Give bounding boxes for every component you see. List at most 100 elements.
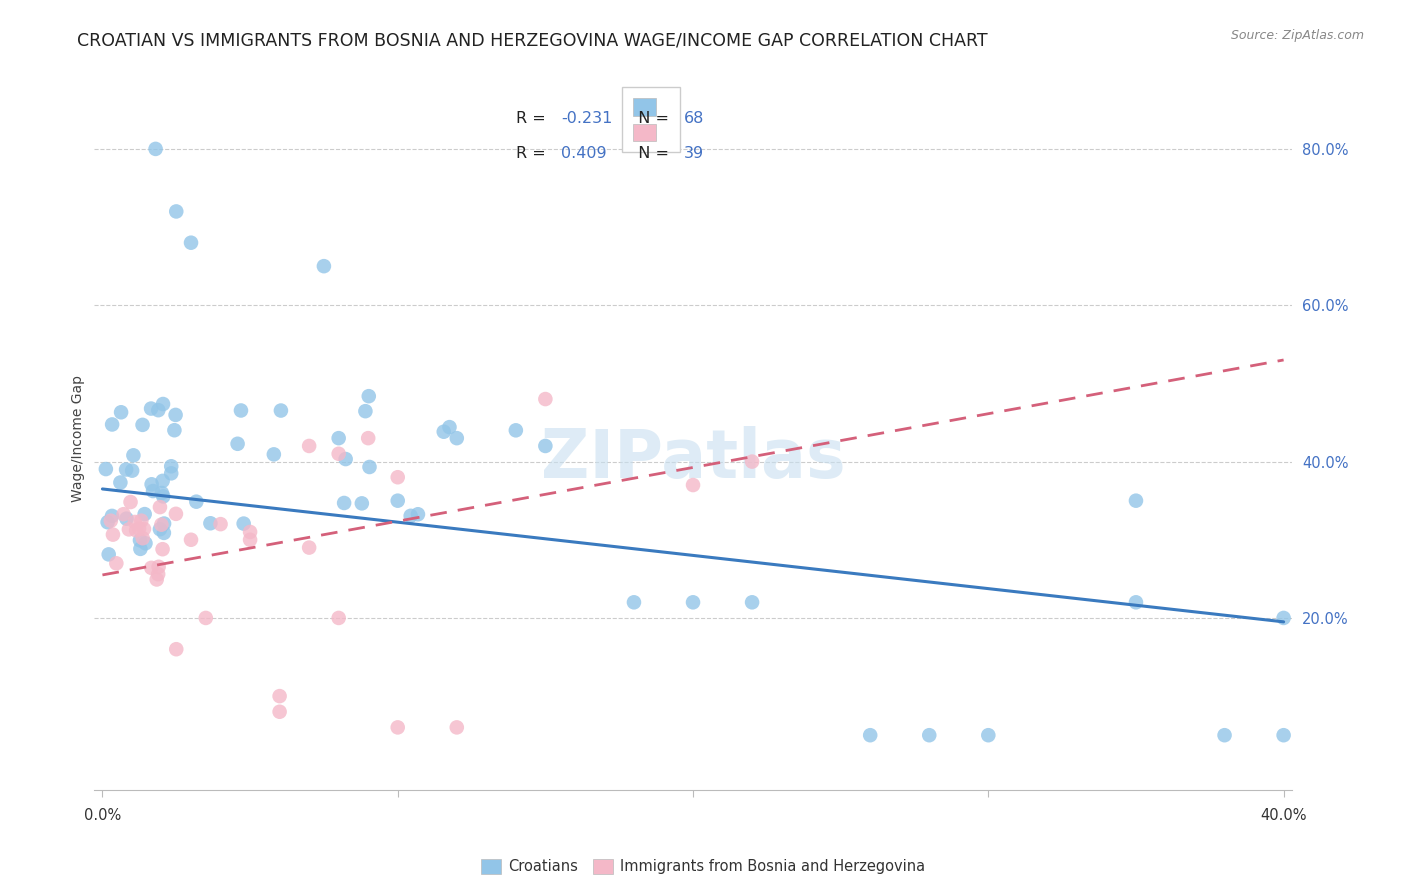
Point <box>433 425 456 439</box>
Point <box>165 204 187 219</box>
Point <box>328 611 350 625</box>
Legend: , : , <box>623 87 681 153</box>
Point <box>194 611 217 625</box>
Text: CROATIAN VS IMMIGRANTS FROM BOSNIA AND HERZEGOVINA WAGE/INCOME GAP CORRELATION C: CROATIAN VS IMMIGRANTS FROM BOSNIA AND H… <box>77 31 988 49</box>
Text: R =: R = <box>516 145 551 161</box>
Point <box>446 431 468 445</box>
Text: R =: R = <box>516 111 551 126</box>
Point <box>163 423 186 437</box>
Point <box>139 401 162 416</box>
Point <box>115 462 138 476</box>
Point <box>359 460 381 475</box>
Point <box>134 536 156 550</box>
Point <box>115 511 138 525</box>
Point <box>918 728 941 742</box>
Text: -0.231: -0.231 <box>561 111 613 126</box>
Point <box>298 439 321 453</box>
Point <box>101 417 124 432</box>
Point <box>406 508 429 522</box>
Point <box>142 483 165 498</box>
Point <box>328 447 350 461</box>
Point <box>128 522 150 536</box>
Point <box>110 475 132 490</box>
Point <box>1213 728 1236 742</box>
Point <box>165 408 187 422</box>
Text: 0.409: 0.409 <box>561 145 607 161</box>
Legend: Croatians, Immigrants from Bosnia and Herzegovina: Croatians, Immigrants from Bosnia and He… <box>475 853 931 880</box>
Text: 68: 68 <box>683 111 704 126</box>
Point <box>859 728 882 742</box>
Point <box>333 496 356 510</box>
Point <box>121 464 143 478</box>
Point <box>94 462 117 476</box>
Point <box>149 500 172 514</box>
Point <box>101 527 124 541</box>
Point <box>122 448 145 462</box>
Point <box>357 431 380 445</box>
Point <box>269 705 291 719</box>
Point <box>505 423 527 437</box>
Point <box>229 403 252 417</box>
Point <box>1272 728 1295 742</box>
Point <box>387 470 409 484</box>
Point <box>132 522 155 536</box>
Point <box>350 496 373 510</box>
Point <box>118 522 141 536</box>
Point <box>534 392 557 406</box>
Text: 40.0%: 40.0% <box>1260 808 1306 823</box>
Point <box>105 557 128 571</box>
Text: N =: N = <box>628 145 675 161</box>
Point <box>357 389 380 403</box>
Point <box>1125 493 1147 508</box>
Point <box>387 493 409 508</box>
Point <box>328 431 350 445</box>
Point <box>446 720 468 734</box>
Point <box>165 507 187 521</box>
Point <box>180 533 202 547</box>
Point <box>209 517 232 532</box>
Point <box>152 397 174 411</box>
Point <box>110 405 132 419</box>
Point <box>149 522 172 536</box>
Point <box>100 514 122 528</box>
Point <box>150 486 173 500</box>
Point <box>1272 611 1295 625</box>
Point <box>741 454 763 468</box>
Point <box>134 507 156 521</box>
Point <box>239 524 262 539</box>
Point <box>131 417 153 432</box>
Text: N =: N = <box>628 111 675 126</box>
Point <box>270 403 292 417</box>
Point <box>141 561 163 575</box>
Point <box>354 404 377 418</box>
Point <box>200 516 222 531</box>
Point <box>263 447 285 461</box>
Point <box>101 508 124 523</box>
Point <box>153 525 176 540</box>
Point <box>186 494 208 508</box>
Point <box>131 531 153 545</box>
Point <box>160 459 183 474</box>
Point <box>112 507 135 521</box>
Point <box>146 567 169 582</box>
Point <box>387 720 409 734</box>
Point <box>152 490 174 504</box>
Point <box>145 142 167 156</box>
Point <box>298 541 321 555</box>
Point <box>312 259 335 273</box>
Point <box>145 573 167 587</box>
Point <box>97 548 120 562</box>
Point <box>623 595 645 609</box>
Point <box>153 516 176 531</box>
Point <box>439 420 461 434</box>
Point <box>180 235 202 250</box>
Point <box>120 495 142 509</box>
Point <box>1125 595 1147 609</box>
Point <box>148 403 170 417</box>
Text: 0.0%: 0.0% <box>84 808 121 823</box>
Point <box>131 514 153 528</box>
Point <box>977 728 1000 742</box>
Point <box>232 516 254 531</box>
Point <box>129 541 152 556</box>
Point <box>239 533 262 547</box>
